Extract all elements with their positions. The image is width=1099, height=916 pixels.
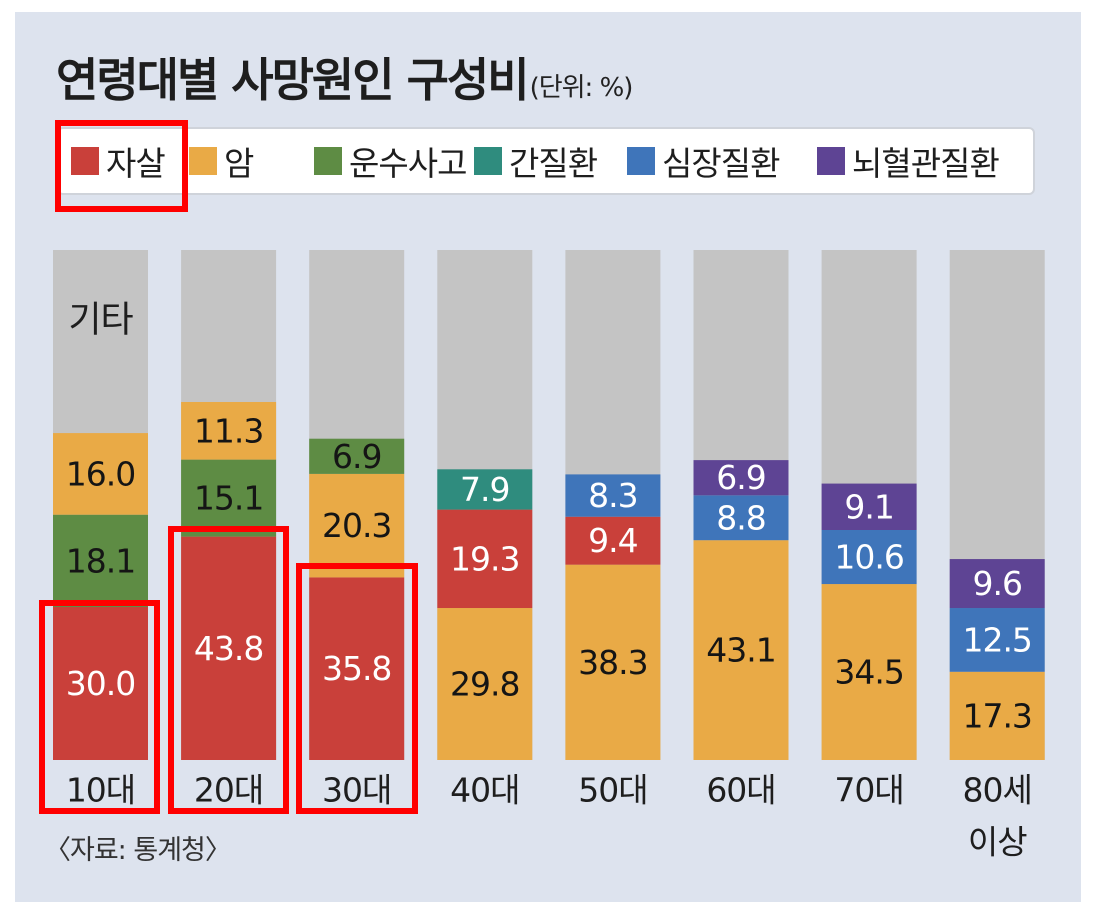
legend-label: 간질환 — [509, 144, 598, 183]
bar-segment — [53, 433, 148, 515]
data-label: 38.3 — [578, 643, 647, 682]
category-label: 40대 — [450, 771, 519, 810]
bar-segment — [821, 584, 917, 760]
bar-segment — [181, 459, 277, 537]
legend-label: 뇌혈관질환 — [852, 144, 1000, 183]
unit-label: (단위: %) — [529, 73, 634, 103]
category-label: 20대 — [194, 771, 263, 810]
chart-title: 연령대별 사망원인 구성비 — [56, 53, 530, 107]
legend-label: 심장질환 — [662, 144, 780, 183]
data-label: 11.3 — [194, 411, 263, 450]
data-label: 9.1 — [844, 487, 893, 526]
category-label: 이상 — [968, 823, 1027, 862]
category-label: 70대 — [834, 771, 903, 810]
bar-segment — [949, 671, 1045, 760]
legend-swatch — [314, 147, 342, 175]
legend-item: 심장질환 — [627, 129, 780, 193]
bar-segment — [181, 401, 277, 460]
data-label: 9.4 — [588, 521, 637, 560]
data-label: 6.9 — [716, 458, 765, 497]
data-label: 6.9 — [332, 437, 381, 476]
legend-swatch — [817, 147, 845, 175]
bar-segment — [309, 473, 405, 578]
highlight-box-20s — [168, 526, 289, 814]
category-label: 60대 — [706, 771, 775, 810]
legend-swatch — [71, 147, 99, 175]
data-label: 18.1 — [66, 541, 135, 580]
bar-segment — [565, 564, 661, 760]
category-label: 30대 — [322, 771, 391, 810]
bar-segment — [565, 516, 661, 565]
data-label: 8.8 — [716, 498, 765, 537]
legend-label: 자살 — [106, 144, 166, 183]
data-label: 20.3 — [322, 506, 391, 545]
data-label: 17.3 — [962, 696, 1031, 735]
data-label: 8.3 — [588, 476, 637, 515]
legend-item: 암 — [189, 129, 254, 193]
bar-segment — [181, 536, 277, 760]
bar-segment — [309, 577, 405, 760]
legend-swatch — [474, 147, 502, 175]
title-row: 연령대별 사망원인 구성비(단위: %) — [56, 44, 634, 110]
legend-highlight-box — [55, 120, 188, 212]
data-label: 15.1 — [194, 479, 263, 518]
legend-item: 운수사고 — [314, 129, 467, 193]
data-label: 30.0 — [66, 664, 135, 703]
data-label: 19.3 — [450, 539, 519, 578]
data-label: 12.5 — [962, 620, 1031, 659]
bar-segment — [693, 495, 789, 541]
bar-segment — [693, 460, 789, 496]
data-label: 9.6 — [972, 564, 1021, 603]
data-label: 29.8 — [450, 665, 519, 704]
legend-item: 간질환 — [474, 129, 598, 193]
bar-segment — [949, 608, 1045, 672]
legend-swatch — [627, 147, 655, 175]
legend-item: 자살 — [71, 129, 166, 193]
legend-label: 운수사고 — [349, 144, 467, 183]
data-label: 16.0 — [66, 454, 135, 493]
highlight-box-10s — [39, 600, 160, 814]
legend-label: 암 — [224, 144, 254, 183]
data-label: 43.8 — [194, 629, 263, 668]
data-label: 34.5 — [834, 653, 903, 692]
other-label: 기타 — [68, 300, 133, 341]
category-label: 10대 — [66, 771, 135, 810]
data-label: 10.6 — [834, 538, 903, 577]
bar-segment — [821, 529, 917, 585]
bar-segment — [309, 438, 405, 474]
bar-segment — [693, 540, 789, 760]
bar-segment — [53, 514, 148, 607]
bar-segment — [437, 608, 533, 760]
data-label: 43.1 — [706, 631, 775, 670]
bar-segment — [437, 469, 533, 510]
bar-segment — [437, 509, 533, 609]
data-label: 7.9 — [460, 470, 509, 509]
legend-swatch — [189, 147, 217, 175]
legend-item: 뇌혈관질환 — [817, 129, 1000, 193]
source-note: 〈자료: 통계청〉 — [44, 835, 232, 866]
category-label: 50대 — [578, 771, 647, 810]
highlight-box-30s — [296, 563, 418, 814]
bar-segment — [949, 559, 1045, 609]
bar-segment — [821, 483, 917, 530]
category-label: 80세 — [963, 771, 1032, 810]
legend: 자살 암 운수사고 간질환 심장질환 뇌혈관질환 — [57, 127, 1035, 195]
data-label: 35.8 — [322, 649, 391, 688]
bar-segment — [565, 474, 661, 517]
bar-segment — [53, 607, 148, 760]
